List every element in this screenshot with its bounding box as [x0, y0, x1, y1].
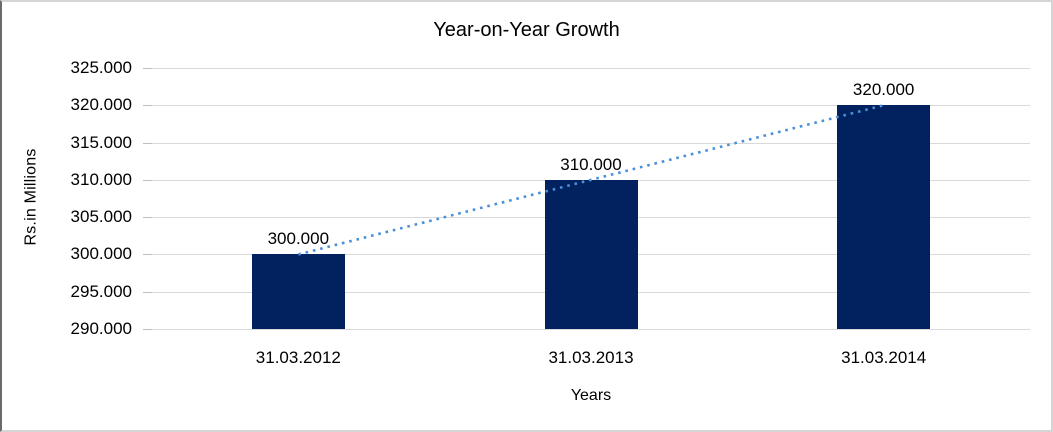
y-tick-mark: [143, 143, 152, 144]
y-tick-mark: [143, 105, 152, 106]
gridline: [152, 68, 1030, 69]
y-tick-label: 290.000: [70, 319, 132, 338]
trendline-segment: [298, 104, 884, 256]
x-category-label: 31.03.2013: [548, 348, 634, 367]
y-tick-label: 295.000: [70, 282, 132, 301]
y-tick-mark: [143, 292, 152, 293]
gridline: [152, 143, 1030, 144]
bar: [251, 254, 345, 329]
gridline: [152, 105, 1030, 106]
y-tick-mark: [143, 217, 152, 218]
x-axis-title: Years: [570, 387, 612, 404]
y-tick-mark: [143, 254, 152, 255]
x-category-label: 31.03.2014: [841, 348, 927, 367]
bar-value-label: 320.000: [852, 80, 915, 100]
y-tick-mark: [143, 68, 152, 69]
y-tick-label: 305.000: [70, 207, 132, 226]
trendline: [298, 104, 884, 256]
chart-title: Year-on-Year Growth: [433, 19, 620, 41]
y-tick-label: 315.000: [70, 133, 132, 152]
bar: [544, 179, 638, 329]
plot-area: 290.000 295.000 300.000 305.000 310.000 315.0…: [71, 58, 1030, 367]
y-tick-label: 320.000: [70, 95, 132, 114]
y-tick-label: 300.000: [70, 244, 132, 263]
bar-value-label: 310.000: [560, 154, 622, 174]
y-tick-mark: [143, 329, 152, 330]
y-tick-label: 310.000: [70, 170, 132, 189]
y-axis-title-text: Rs.in Millions: [23, 147, 41, 246]
y-tick-mark: [143, 180, 152, 181]
y-tick-label: 325.000: [70, 58, 132, 77]
bar-value-label: 300.000: [267, 229, 330, 249]
gridline: [152, 329, 1030, 330]
bar: [837, 105, 931, 329]
x-category-label: 31.03.2012: [255, 348, 341, 367]
